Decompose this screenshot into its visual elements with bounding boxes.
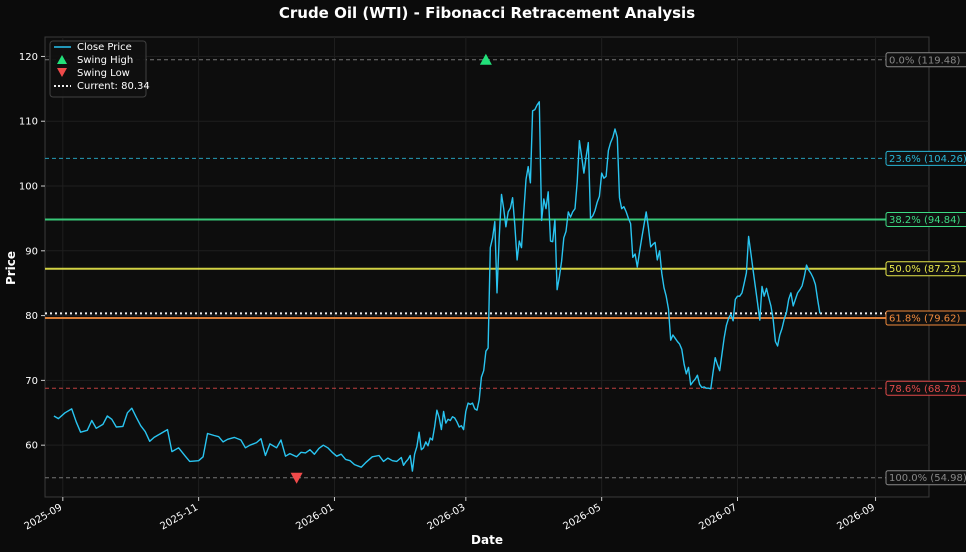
- y-tick-label: 80: [25, 311, 38, 322]
- swing-markers: [290, 53, 492, 484]
- legend-swing-low-swatch: [57, 68, 67, 77]
- legend-box: [49, 40, 147, 98]
- y-tick-label: 70: [25, 376, 38, 387]
- y-tick-label: 90: [25, 246, 38, 257]
- fib-label: 61.8% (79.62): [889, 314, 960, 325]
- y-tick-label: 100: [19, 182, 38, 193]
- legend-entry: Swing Low: [77, 68, 130, 79]
- chart-title: Crude Oil (WTI) - Fibonacci Retracement …: [279, 4, 695, 22]
- fib-label-box: [885, 310, 966, 326]
- fib-label-box: [885, 211, 966, 227]
- fibonacci-level-labels: 0.0% (119.48) 23.6% (104.26) 38.2% (94.84)…: [885, 52, 966, 486]
- fib-label-box: [885, 150, 966, 166]
- fib-label-box: [885, 261, 966, 277]
- fib-label: 38.2% (94.84): [889, 215, 960, 226]
- swing-high-marker: [479, 53, 492, 65]
- x-axis-label: Date: [471, 533, 503, 547]
- y-tick-label: 110: [19, 117, 38, 128]
- fib-label: 100.0% (54.98): [889, 473, 966, 484]
- legend-entry: Close Price: [77, 42, 132, 53]
- swing-low-marker: [290, 472, 303, 484]
- fib-label: 0.0% (119.48): [889, 55, 960, 66]
- legend-swing-high-swatch: [57, 55, 67, 64]
- fib-label-box: [885, 380, 966, 396]
- fib-label-box: [885, 470, 966, 486]
- y-axis-ticks: 60 70 80 90 100 110 120: [19, 52, 45, 452]
- y-tick-label: 120: [19, 52, 38, 63]
- fib-label: 78.6% (68.78): [889, 384, 960, 395]
- close-price-line: [53, 101, 821, 472]
- plot-area: [44, 36, 930, 498]
- legend-entry: Current: 80.34: [77, 81, 150, 92]
- fib-label-box: [885, 52, 966, 68]
- y-axis-label: Price: [4, 251, 18, 285]
- legend-entry: Swing High: [77, 55, 133, 66]
- fib-label: 50.0% (87.23): [889, 264, 960, 275]
- fib-label: 23.6% (104.26): [889, 154, 966, 165]
- legend: Close Price Swing High Swing Low Current: 8…: [49, 40, 150, 98]
- y-tick-label: 60: [25, 441, 38, 452]
- grid-lines: [45, 37, 929, 497]
- price-series: [53, 101, 821, 472]
